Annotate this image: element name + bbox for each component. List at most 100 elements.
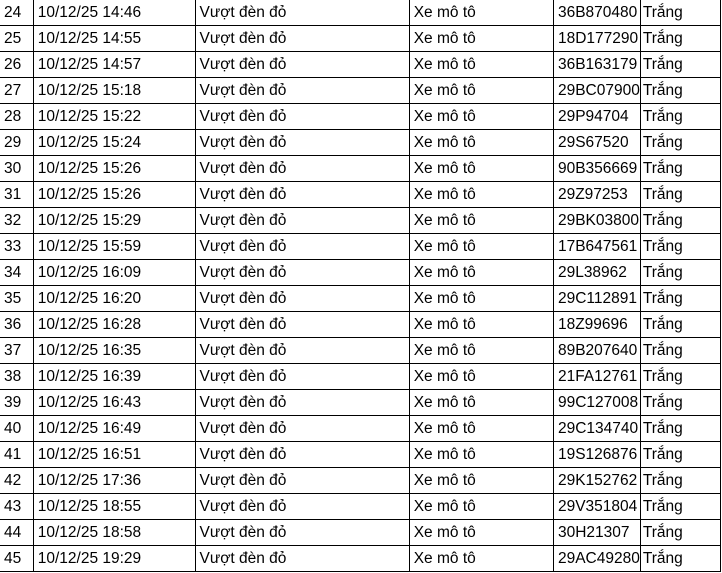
row-number-cell[interactable]: 28 bbox=[0, 103, 34, 130]
row-number-cell[interactable]: 43 bbox=[0, 493, 34, 520]
violation-cell[interactable]: Vượt đèn đỏ bbox=[194, 545, 410, 572]
plate-color-cell[interactable]: Trắng bbox=[639, 493, 722, 520]
plate-cell[interactable]: 19S126876 bbox=[552, 441, 641, 468]
datetime-cell[interactable]: 10/12/25 19:29 bbox=[32, 545, 196, 572]
datetime-cell[interactable]: 10/12/25 16:20 bbox=[32, 285, 196, 312]
row-number-cell[interactable]: 34 bbox=[0, 259, 34, 286]
datetime-cell[interactable]: 10/12/25 16:43 bbox=[32, 389, 196, 416]
vehicle-type-cell[interactable]: Xe mô tô bbox=[408, 467, 554, 494]
datetime-cell[interactable]: 10/12/25 15:29 bbox=[32, 207, 196, 234]
plate-color-cell[interactable]: Trắng bbox=[639, 337, 722, 364]
plate-cell[interactable]: 29L38962 bbox=[552, 259, 641, 286]
plate-cell[interactable]: 18D177290 bbox=[552, 25, 641, 52]
plate-color-cell[interactable]: Trắng bbox=[639, 259, 722, 286]
row-number-cell[interactable]: 35 bbox=[0, 285, 34, 312]
datetime-cell[interactable]: 10/12/25 14:55 bbox=[32, 25, 196, 52]
plate-color-cell[interactable]: Trắng bbox=[639, 311, 722, 338]
violation-cell[interactable]: Vượt đèn đỏ bbox=[194, 493, 410, 520]
violation-cell[interactable]: Vượt đèn đỏ bbox=[194, 311, 410, 338]
datetime-cell[interactable]: 10/12/25 16:39 bbox=[32, 363, 196, 390]
vehicle-type-cell[interactable]: Xe mô tô bbox=[408, 337, 554, 364]
vehicle-type-cell[interactable]: Xe mô tô bbox=[408, 389, 554, 416]
plate-color-cell[interactable]: Trắng bbox=[639, 441, 722, 468]
datetime-cell[interactable]: 10/12/25 15:26 bbox=[32, 155, 196, 182]
vehicle-type-cell[interactable]: Xe mô tô bbox=[408, 363, 554, 390]
plate-color-cell[interactable]: Trắng bbox=[639, 25, 722, 52]
plate-color-cell[interactable]: Trắng bbox=[639, 0, 722, 26]
violation-cell[interactable]: Vượt đèn đỏ bbox=[194, 363, 410, 390]
datetime-cell[interactable]: 10/12/25 18:58 bbox=[32, 519, 196, 546]
row-number-cell[interactable]: 38 bbox=[0, 363, 34, 390]
row-number-cell[interactable]: 41 bbox=[0, 441, 34, 468]
plate-color-cell[interactable]: Trắng bbox=[639, 181, 722, 208]
violation-cell[interactable]: Vượt đèn đỏ bbox=[194, 129, 410, 156]
datetime-cell[interactable]: 10/12/25 14:57 bbox=[32, 51, 196, 78]
vehicle-type-cell[interactable]: Xe mô tô bbox=[408, 25, 554, 52]
row-number-cell[interactable]: 29 bbox=[0, 129, 34, 156]
violation-cell[interactable]: Vượt đèn đỏ bbox=[194, 181, 410, 208]
violation-cell[interactable]: Vượt đèn đỏ bbox=[194, 0, 410, 26]
plate-cell[interactable]: 29P94704 bbox=[552, 103, 641, 130]
datetime-cell[interactable]: 10/12/25 16:51 bbox=[32, 441, 196, 468]
plate-cell[interactable]: 29S67520 bbox=[552, 129, 641, 156]
vehicle-type-cell[interactable]: Xe mô tô bbox=[408, 103, 554, 130]
violation-cell[interactable]: Vượt đèn đỏ bbox=[194, 467, 410, 494]
plate-cell[interactable]: 29C112891 bbox=[552, 285, 641, 312]
datetime-cell[interactable]: 10/12/25 16:49 bbox=[32, 415, 196, 442]
violation-cell[interactable]: Vượt đèn đỏ bbox=[194, 389, 410, 416]
violation-cell[interactable]: Vượt đèn đỏ bbox=[194, 519, 410, 546]
row-number-cell[interactable]: 36 bbox=[0, 311, 34, 338]
vehicle-type-cell[interactable]: Xe mô tô bbox=[408, 415, 554, 442]
plate-cell[interactable]: 29V351804 bbox=[552, 493, 641, 520]
plate-color-cell[interactable]: Trắng bbox=[639, 519, 722, 546]
row-number-cell[interactable]: 45 bbox=[0, 545, 34, 572]
plate-cell[interactable]: 29C134740 bbox=[552, 415, 641, 442]
plate-cell[interactable]: 36B870480 bbox=[552, 0, 641, 26]
vehicle-type-cell[interactable]: Xe mô tô bbox=[408, 77, 554, 104]
datetime-cell[interactable]: 10/12/25 16:09 bbox=[32, 259, 196, 286]
plate-cell[interactable]: 29Z97253 bbox=[552, 181, 641, 208]
vehicle-type-cell[interactable]: Xe mô tô bbox=[408, 233, 554, 260]
row-number-cell[interactable]: 44 bbox=[0, 519, 34, 546]
vehicle-type-cell[interactable]: Xe mô tô bbox=[408, 0, 554, 26]
vehicle-type-cell[interactable]: Xe mô tô bbox=[408, 441, 554, 468]
plate-color-cell[interactable]: Trắng bbox=[639, 103, 722, 130]
plate-color-cell[interactable]: Trắng bbox=[639, 285, 722, 312]
vehicle-type-cell[interactable]: Xe mô tô bbox=[408, 493, 554, 520]
plate-color-cell[interactable]: Trắng bbox=[639, 207, 722, 234]
datetime-cell[interactable]: 10/12/25 18:55 bbox=[32, 493, 196, 520]
datetime-cell[interactable]: 10/12/25 15:26 bbox=[32, 181, 196, 208]
violation-cell[interactable]: Vượt đèn đỏ bbox=[194, 25, 410, 52]
plate-color-cell[interactable]: Trắng bbox=[639, 467, 722, 494]
plate-cell[interactable]: 30H21307 bbox=[552, 519, 641, 546]
plate-color-cell[interactable]: Trắng bbox=[639, 155, 722, 182]
datetime-cell[interactable]: 10/12/25 15:18 bbox=[32, 77, 196, 104]
plate-color-cell[interactable]: Trắng bbox=[639, 545, 722, 572]
vehicle-type-cell[interactable]: Xe mô tô bbox=[408, 155, 554, 182]
violation-cell[interactable]: Vượt đèn đỏ bbox=[194, 103, 410, 130]
plate-cell[interactable]: 29AC49280 bbox=[552, 545, 641, 572]
violation-cell[interactable]: Vượt đèn đỏ bbox=[194, 337, 410, 364]
plate-cell[interactable]: 21FA12761 bbox=[552, 363, 641, 390]
row-number-cell[interactable]: 37 bbox=[0, 337, 34, 364]
violation-cell[interactable]: Vượt đèn đỏ bbox=[194, 233, 410, 260]
violation-cell[interactable]: Vượt đèn đỏ bbox=[194, 155, 410, 182]
plate-cell[interactable]: 29K152762 bbox=[552, 467, 641, 494]
row-number-cell[interactable]: 33 bbox=[0, 233, 34, 260]
plate-color-cell[interactable]: Trắng bbox=[639, 77, 722, 104]
vehicle-type-cell[interactable]: Xe mô tô bbox=[408, 181, 554, 208]
vehicle-type-cell[interactable]: Xe mô tô bbox=[408, 519, 554, 546]
plate-color-cell[interactable]: Trắng bbox=[639, 363, 722, 390]
plate-cell[interactable]: 99C127008 bbox=[552, 389, 641, 416]
datetime-cell[interactable]: 10/12/25 14:46 bbox=[32, 0, 196, 26]
violation-cell[interactable]: Vượt đèn đỏ bbox=[194, 207, 410, 234]
vehicle-type-cell[interactable]: Xe mô tô bbox=[408, 51, 554, 78]
vehicle-type-cell[interactable]: Xe mô tô bbox=[408, 259, 554, 286]
plate-cell[interactable]: 29BK03800 bbox=[552, 207, 641, 234]
row-number-cell[interactable]: 32 bbox=[0, 207, 34, 234]
plate-cell[interactable]: 18Z99696 bbox=[552, 311, 641, 338]
row-number-cell[interactable]: 26 bbox=[0, 51, 34, 78]
datetime-cell[interactable]: 10/12/25 16:35 bbox=[32, 337, 196, 364]
row-number-cell[interactable]: 39 bbox=[0, 389, 34, 416]
row-number-cell[interactable]: 31 bbox=[0, 181, 34, 208]
